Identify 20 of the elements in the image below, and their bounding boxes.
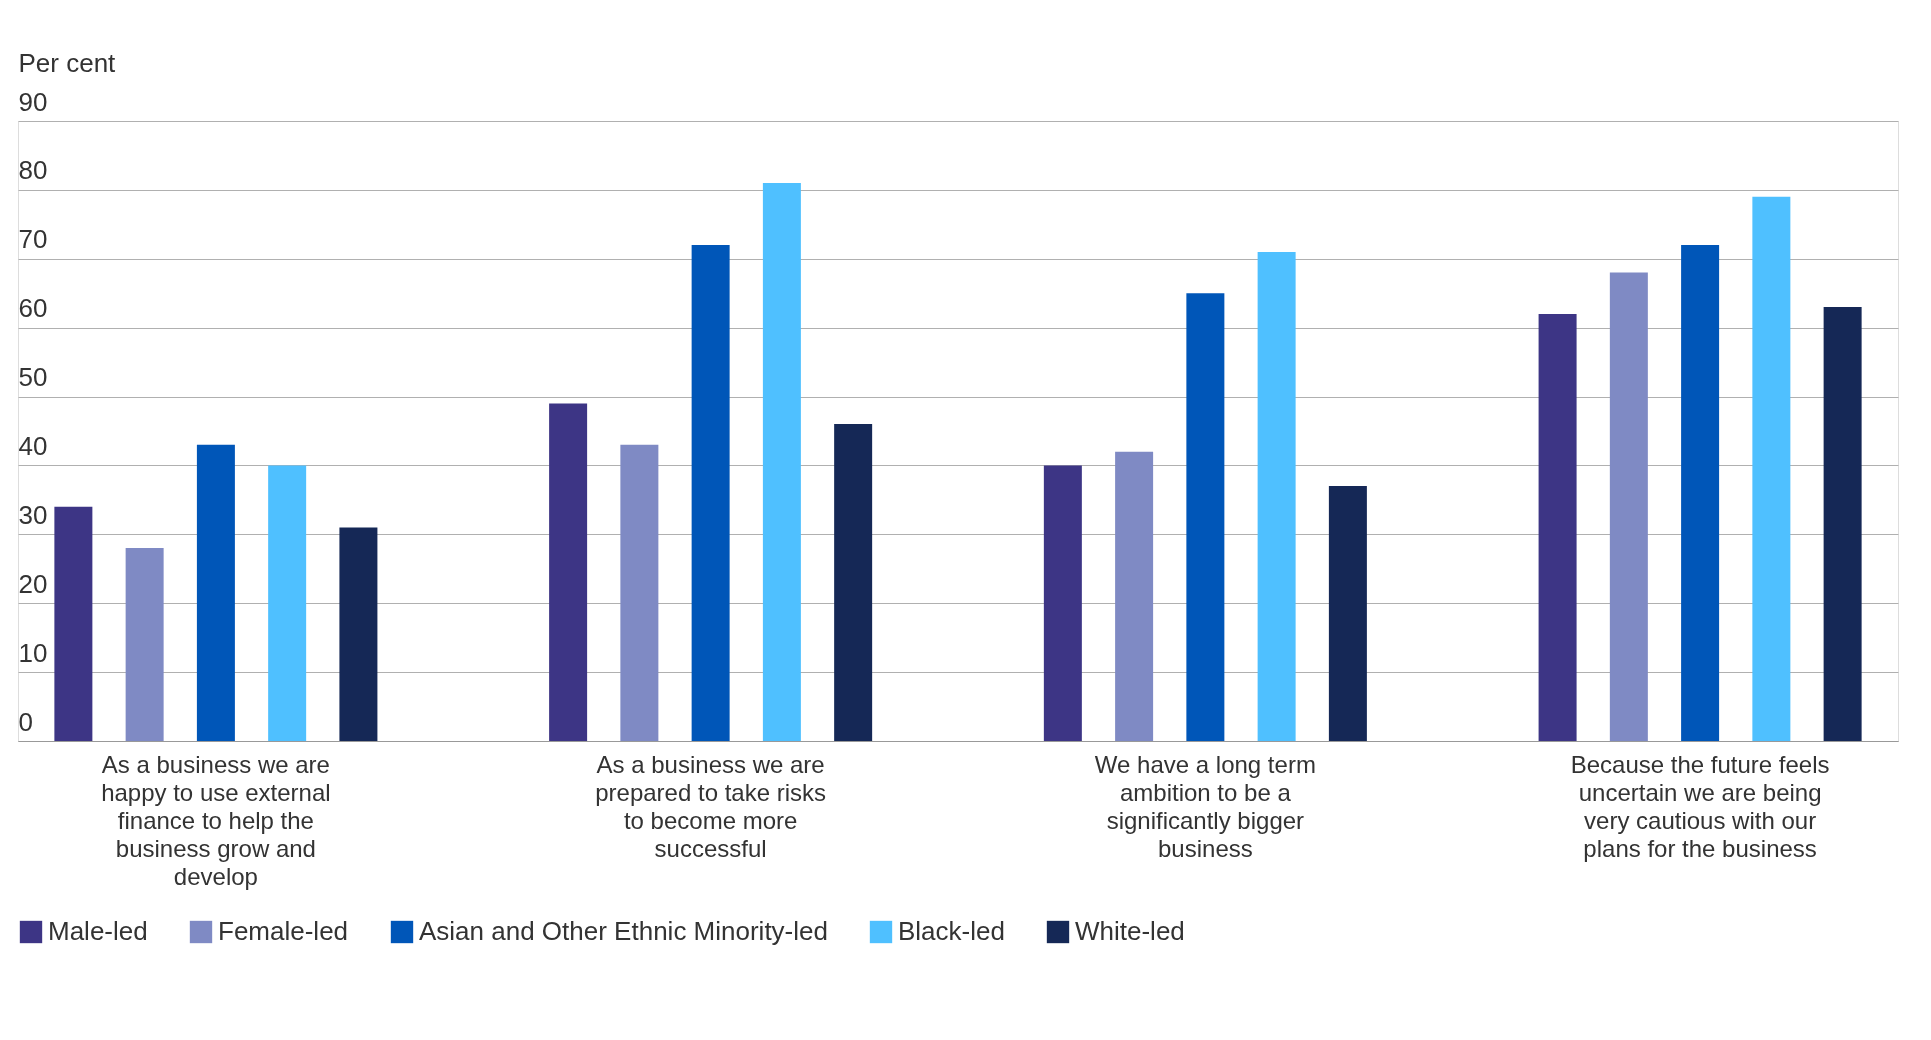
y-tick-label: 0	[18, 706, 33, 737]
legend-label: Black-led	[898, 916, 1005, 946]
legend-label: Asian and Other Ethnic Minority-led	[419, 916, 828, 946]
y-tick-label: 80	[18, 155, 48, 186]
y-tick-label: 60	[18, 293, 48, 324]
legend-label: Male-led	[48, 916, 148, 946]
x-tick-label: As a business we are prepared to take risks to become more successful	[595, 750, 827, 862]
legend-label: White-led	[1075, 916, 1185, 946]
y-axis-title: Per cent	[18, 47, 117, 78]
legend-label: Female-led	[218, 916, 349, 946]
x-tick-label: As a business we are happy to use external finance to help the business grow and develop	[101, 750, 331, 890]
y-tick-label: 30	[18, 499, 48, 530]
x-tick-label: We have a long term ambition to be a significantly bigger business	[1094, 750, 1316, 862]
y-tick-label: 90	[18, 86, 48, 117]
y-tick-label: 20	[18, 568, 48, 599]
y-tick-label: 70	[18, 224, 48, 255]
y-tick-label: 10	[18, 637, 48, 668]
y-tick-label: 50	[18, 362, 48, 393]
y-tick-label: 40	[18, 430, 48, 461]
x-tick-label: Because the future feels uncertain we are being very cautious with our plans for the business	[1570, 750, 1830, 862]
